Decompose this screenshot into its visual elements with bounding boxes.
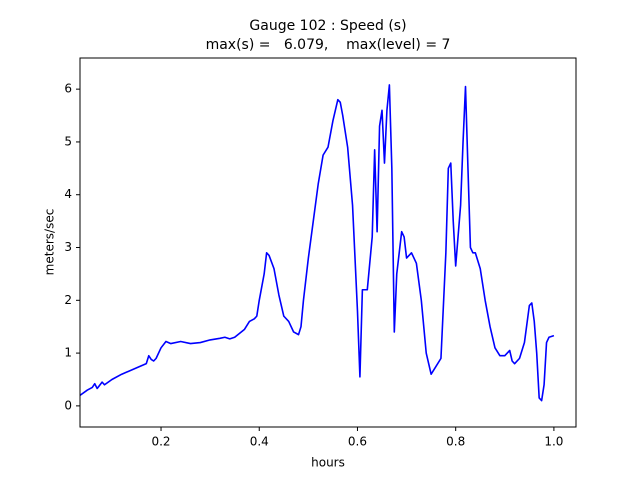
x-axis-label: hours — [311, 456, 345, 470]
x-tick-label: 0.6 — [348, 435, 367, 449]
plot-frame — [79, 57, 577, 428]
x-tick-label: 0.8 — [446, 435, 465, 449]
y-tick-label: 0 — [64, 398, 72, 412]
y-tick-label: 1 — [64, 346, 72, 360]
y-tick-label: 4 — [64, 187, 72, 201]
chart-subtitle: max(s) = 6.079, max(level) = 7 — [206, 37, 451, 53]
y-tick-label: 6 — [64, 82, 72, 96]
chart-title: Gauge 102 : Speed (s) — [249, 18, 406, 34]
y-tick-label: 5 — [64, 134, 72, 148]
y-tick-label: 3 — [64, 240, 72, 254]
y-tick-label: 2 — [64, 293, 72, 307]
data-line — [80, 84, 555, 402]
x-tick-label: 1.0 — [544, 435, 563, 449]
x-tick-label: 0.4 — [250, 435, 269, 449]
y-axis-label: meters/sec — [43, 209, 57, 276]
x-tick-label: 0.2 — [151, 435, 170, 449]
